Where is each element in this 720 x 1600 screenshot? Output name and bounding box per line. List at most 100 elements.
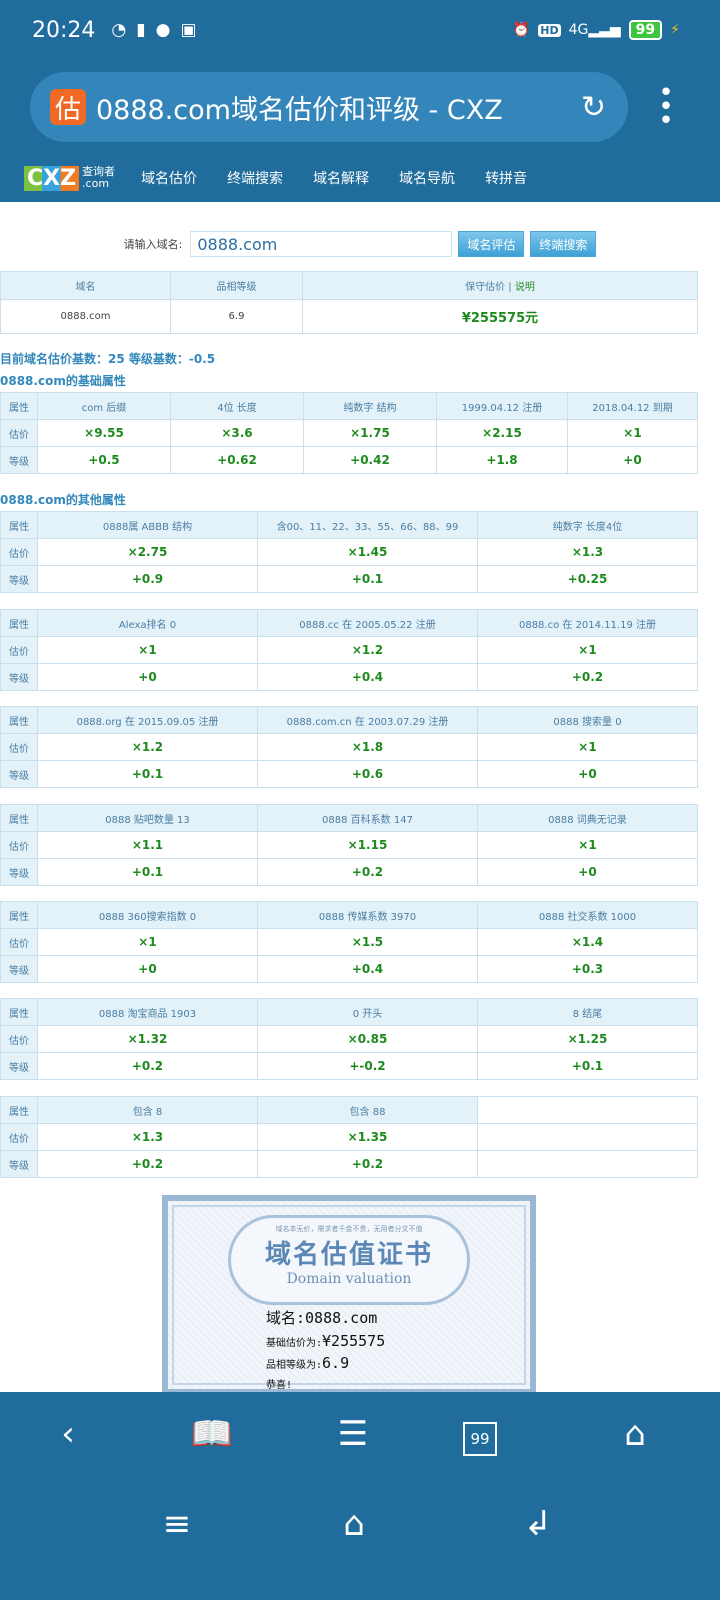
table-cell: 0888 百科系数 147: [257, 804, 478, 832]
system-home-icon[interactable]: ⌂: [343, 1504, 365, 1544]
hd-icon: HD: [538, 23, 561, 37]
table-cell: [477, 1123, 698, 1151]
row-label: 估价: [0, 928, 38, 956]
table-cell: ×1.3: [477, 538, 698, 566]
row-label: 估价: [0, 1025, 38, 1053]
table-cell: ×1: [477, 636, 698, 664]
table-cell: ×0.85: [257, 1025, 478, 1053]
table-cell: ×1.4: [477, 928, 698, 956]
nav-domain-explain[interactable]: 域名解释: [313, 171, 370, 187]
table-cell: +0.6: [257, 760, 478, 788]
table-row: 等级 +0.1 +0.2 +0: [0, 858, 698, 886]
evaluate-button[interactable]: 域名评估: [458, 231, 525, 257]
table-cell: ×1.8: [257, 733, 478, 761]
row-label: 属性: [0, 706, 38, 734]
table-cell: +0.2: [37, 1052, 258, 1080]
status-bar: 20:24 ◔ ▮ ● ▣ ⏰ HD 4G▂▃▅ 99 ⚡: [32, 14, 680, 46]
table-cell: +0.4: [257, 663, 478, 691]
table-cell: ×1: [567, 419, 698, 447]
menu-icon[interactable]: ☰: [337, 1414, 369, 1454]
row-label: 估价: [0, 636, 38, 664]
row-label: 等级: [0, 955, 38, 983]
address-bar[interactable]: 估 0888.com域名估价和评级 - CXZ ↻: [30, 72, 628, 142]
table-cell: 包含 88: [257, 1096, 478, 1124]
search-form: 请输入域名: 0888.com 域名评估 终端搜索: [0, 231, 720, 257]
nav-domain-directory[interactable]: 域名导航: [399, 171, 456, 187]
cert-grade-label: 品相等级为:: [266, 1360, 323, 1371]
back-icon[interactable]: ‹: [61, 1414, 75, 1454]
bookmarks-icon[interactable]: 📖: [190, 1414, 234, 1454]
table-cell: +0: [567, 446, 698, 474]
reload-icon[interactable]: ↻: [580, 89, 606, 125]
row-label: 估价: [0, 538, 38, 566]
table-cell: 0888.org 在 2015.09.05 注册: [37, 706, 258, 734]
table-cell: +0.42: [303, 446, 437, 474]
home-icon[interactable]: ⌂: [624, 1414, 646, 1454]
table-cell: ×3.6: [170, 419, 304, 447]
row-label: 等级: [0, 760, 38, 788]
table-cell: 2018.04.12 到期: [567, 392, 698, 420]
nav-domain-valuation[interactable]: 域名估价: [141, 171, 198, 187]
table-cell: +-0.2: [257, 1052, 478, 1080]
clock: 20:24: [32, 17, 96, 43]
browser-header: 20:24 ◔ ▮ ● ▣ ⏰ HD 4G▂▃▅ 99 ⚡ 估 0888.com域名估…: [0, 0, 720, 202]
row-label: 等级: [0, 1150, 38, 1178]
table-cell: +0.2: [257, 1150, 478, 1178]
site-logo[interactable]: CXZ 查询者 .com: [24, 165, 116, 191]
alarm-icon: ⏰: [512, 22, 531, 38]
table-cell: 0888 贴吧数量 13: [37, 804, 258, 832]
domain-input[interactable]: 0888.com: [190, 231, 453, 257]
cert-subtitle: Domain valuation: [286, 1271, 412, 1287]
logo-sub: 查询者: [82, 165, 116, 178]
cert-domain: 域名:0888.com: [266, 1309, 378, 1327]
table-cell: ×1.15: [257, 831, 478, 859]
table-row: 等级 +0.1 +0.6 +0: [0, 760, 698, 788]
table-cell: [477, 1096, 698, 1124]
table-row: 属性 0888 360搜索指数 0 0888 传媒系数 3970 0888 社交系数 …: [0, 901, 698, 929]
nav-pinyin[interactable]: 转拼音: [485, 171, 528, 187]
table-row: 属性 0888.org 在 2015.09.05 注册 0888.com.cn 在 …: [0, 706, 698, 734]
table-row: 等级 +0.2 +0.2: [0, 1150, 698, 1178]
table-cell: +0.5: [37, 446, 171, 474]
row-label: 属性: [0, 1096, 38, 1124]
tabs-button[interactable]: 99: [463, 1422, 497, 1456]
table-cell: 0888属 ABBB 结构: [37, 511, 258, 539]
basic-attributes-table: 属性 com 后缀 4位 长度 纯数字 结构 1999.04.12 注册 2018.04.…: [0, 392, 698, 474]
more-menu-icon[interactable]: • • •: [658, 78, 674, 136]
table-cell: 0888 360搜索指数 0: [37, 901, 258, 929]
row-label: 等级: [0, 565, 38, 593]
help-link[interactable]: 说明: [514, 282, 535, 293]
other-attributes-table: 属性 Alexa排名 0 0888.cc 在 2005.05.22 注册 0888.c…: [0, 609, 698, 691]
table-cell: +0: [477, 858, 698, 886]
recent-apps-icon[interactable]: ≡: [162, 1504, 192, 1544]
table-cell: +0.2: [37, 1150, 258, 1178]
table-row: 等级 +0 +0.4 +0.2: [0, 663, 698, 691]
summary-table: 域名 品相等级 保守估价 | 说明 0888.com 6.9 ¥255575元: [0, 271, 698, 334]
nav-terminal-search[interactable]: 终端搜索: [227, 171, 284, 187]
table-cell: +0.1: [37, 760, 258, 788]
row-label: 估价: [0, 419, 38, 447]
table-cell: ×1.25: [477, 1025, 698, 1053]
terminal-search-button[interactable]: 终端搜索: [530, 231, 597, 257]
system-back-icon[interactable]: ↲: [523, 1504, 553, 1544]
table-cell: 0888.cc 在 2005.05.22 注册: [257, 609, 478, 637]
table-cell: ×2.15: [436, 419, 568, 447]
table-cell: ×1.45: [257, 538, 478, 566]
header-domain: 域名: [0, 271, 171, 300]
table-row: 属性 0888 贴吧数量 13 0888 百科系数 147 0888 词典无记录: [0, 804, 698, 832]
table-cell: 1999.04.12 注册: [436, 392, 568, 420]
header-price: 保守估价 | 说明: [302, 271, 698, 300]
table-cell: ×1: [477, 733, 698, 761]
table-row: 属性 Alexa排名 0 0888.cc 在 2005.05.22 注册 0888.c…: [0, 609, 698, 637]
site-nav: CXZ 查询者 .com 域名估价 终端搜索 域名解释 域名导航 转拼音: [24, 158, 720, 198]
table-row: 估价 ×1.1 ×1.15 ×1: [0, 831, 698, 859]
table-cell: ×1: [477, 831, 698, 859]
table-row: 属性 com 后缀 4位 长度 纯数字 结构 1999.04.12 注册 2018.04.…: [0, 392, 698, 420]
other-attributes-table: 属性 包含 8 包含 88 估价 ×1.3 ×1.35 等级 +0.2 +0.2: [0, 1096, 698, 1178]
summary-domain: 0888.com: [0, 299, 171, 334]
table-cell: 8 结尾: [477, 998, 698, 1026]
row-label: 属性: [0, 392, 38, 420]
table-cell: +0.4: [257, 955, 478, 983]
table-cell: 0888 词典无记录: [477, 804, 698, 832]
table-cell: Alexa排名 0: [37, 609, 258, 637]
